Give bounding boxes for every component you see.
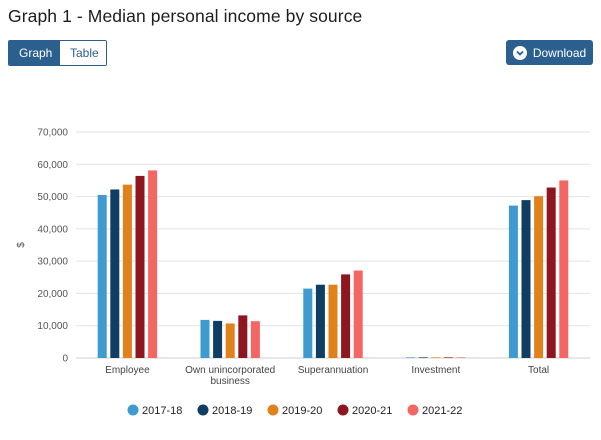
download-button[interactable]: Download — [506, 40, 593, 65]
y-tick-label: 60,000 — [37, 160, 68, 171]
bar — [213, 320, 223, 358]
y-tick-label: 40,000 — [37, 224, 68, 235]
bar — [200, 319, 210, 358]
legend-marker — [407, 404, 419, 416]
bar — [559, 180, 569, 358]
category-label: Superannuation — [298, 365, 369, 376]
legend-marker — [337, 404, 349, 416]
bar — [110, 189, 120, 358]
legend-marker — [197, 404, 209, 416]
bar — [238, 315, 248, 358]
bar — [431, 357, 441, 358]
bar — [418, 357, 428, 358]
y-tick-label: 20,000 — [37, 289, 68, 300]
bar — [122, 184, 132, 358]
bar — [508, 205, 518, 358]
category-label: Total — [528, 365, 549, 376]
bar — [148, 170, 158, 358]
y-tick-label: 10,000 — [37, 321, 68, 332]
y-tick-label: 30,000 — [37, 257, 68, 268]
y-axis-label: $ — [16, 242, 27, 248]
legend-label: 2021-22 — [422, 405, 462, 417]
bar — [406, 357, 416, 358]
category-label: business — [210, 376, 249, 387]
category-label: Investment — [411, 365, 460, 376]
bar — [456, 357, 466, 358]
bar — [443, 357, 453, 358]
legend-label: 2019-20 — [282, 405, 322, 417]
page-title: Graph 1 - Median personal income by sour… — [8, 6, 363, 26]
category-label: Own unincorporated — [185, 365, 275, 376]
legend-marker — [267, 404, 279, 416]
chevron-down-icon — [512, 45, 527, 60]
y-tick-label: 0 — [62, 354, 68, 365]
legend-label: 2017-18 — [142, 405, 182, 417]
category-label: Employee — [105, 365, 150, 376]
bar — [328, 284, 338, 358]
bar — [225, 323, 235, 358]
y-tick-label: 70,000 — [37, 128, 68, 139]
legend-label: 2020-21 — [352, 405, 392, 417]
view-toggle: Graph Table — [8, 40, 107, 66]
bar — [353, 270, 363, 358]
download-label: Download — [532, 45, 587, 60]
graph-tab[interactable]: Graph — [9, 41, 60, 65]
legend-marker — [127, 404, 139, 416]
bar — [97, 194, 107, 358]
bar — [341, 274, 351, 358]
bar — [135, 175, 145, 358]
y-tick-label: 50,000 — [37, 192, 68, 203]
bar — [546, 187, 556, 358]
bar — [534, 196, 544, 358]
legend-label: 2018-19 — [212, 405, 252, 417]
bar — [303, 288, 313, 358]
bar — [315, 284, 325, 358]
bar — [521, 200, 531, 358]
table-tab[interactable]: Table — [60, 41, 106, 65]
bar — [250, 321, 260, 358]
